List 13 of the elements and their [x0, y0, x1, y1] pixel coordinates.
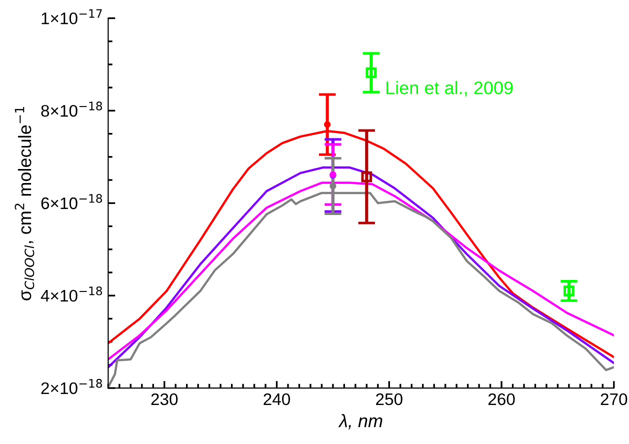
y-tick-label: 4×10$^{−18}$ — [40, 286, 102, 302]
y-tick-label: 8×10$^{−18}$ — [41, 102, 102, 117]
y-tick-label: 1×10$^{−17}$ — [42, 9, 102, 24]
x-axis-title: λ, nm — [338, 414, 382, 430]
x-tick-label: 270 — [600, 393, 628, 406]
y-axis-title: σ$_{ClOOCl}$, cm$^{2}$ molecule$^{−1}$ — [14, 106, 34, 300]
x-tick-label: 230 — [151, 393, 178, 406]
x-tick-label: 240 — [264, 393, 290, 406]
y-tick-label: 2×10$^{−18}$ — [41, 378, 102, 394]
series-label: Lien et al., 2009 — [386, 81, 513, 96]
x-tick-label: 260 — [488, 393, 515, 406]
x-tick-label: 250 — [376, 393, 402, 406]
y-tick-label: 6×10$^{−18}$ — [41, 194, 102, 210]
